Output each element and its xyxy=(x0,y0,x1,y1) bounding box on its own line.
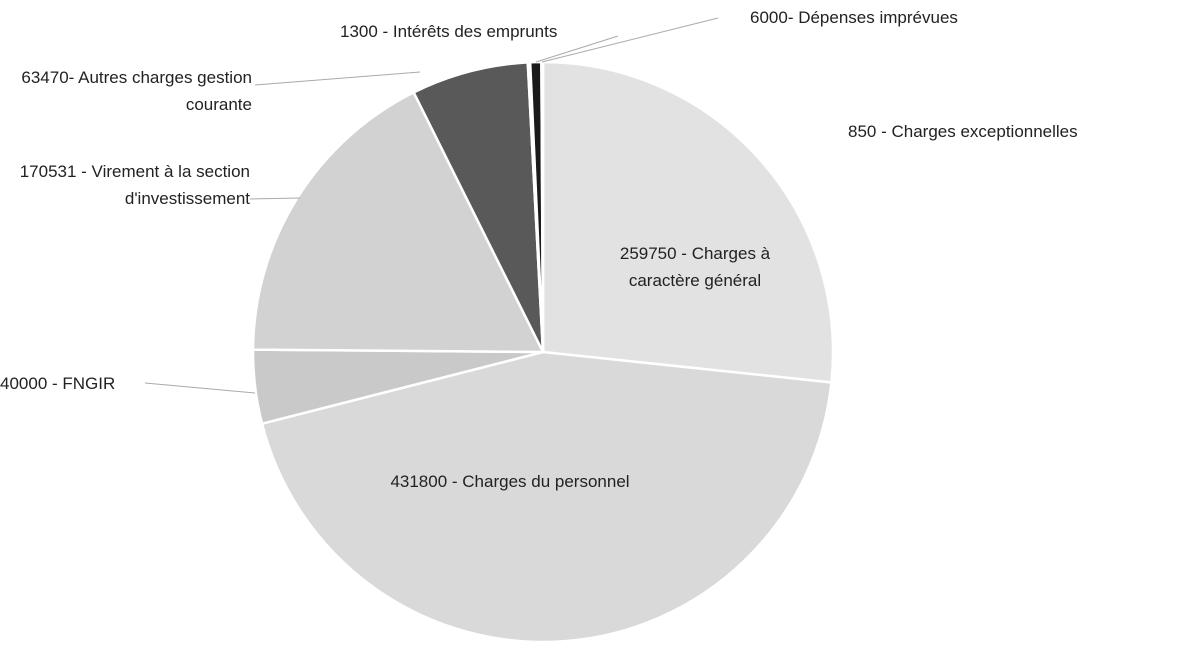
data-label: 40000 - FNGIR xyxy=(0,374,116,393)
leader-line xyxy=(249,197,301,200)
data-label: 850 - Charges exceptionnelles xyxy=(848,122,1078,141)
data-label: 170531 - Virement à la section d'investi… xyxy=(19,162,250,208)
data-label: 63470- Autres charges gestion courante xyxy=(21,68,252,114)
data-label: 259750 - Charges à caractère général xyxy=(619,244,771,290)
pie-slice xyxy=(412,61,545,353)
data-label: 431800 - Charges du personnel xyxy=(390,472,630,491)
leader-line xyxy=(144,382,256,394)
leader-line xyxy=(535,35,619,63)
data-label: 6000- Dépenses imprévues xyxy=(750,8,958,27)
leader-line xyxy=(254,71,421,86)
data-label: 1300 - Intérêts des emprunts xyxy=(340,22,558,41)
pie-slice xyxy=(540,60,545,353)
pie-slice xyxy=(260,350,833,644)
pie-slice xyxy=(541,60,835,384)
leader-line xyxy=(541,17,719,63)
